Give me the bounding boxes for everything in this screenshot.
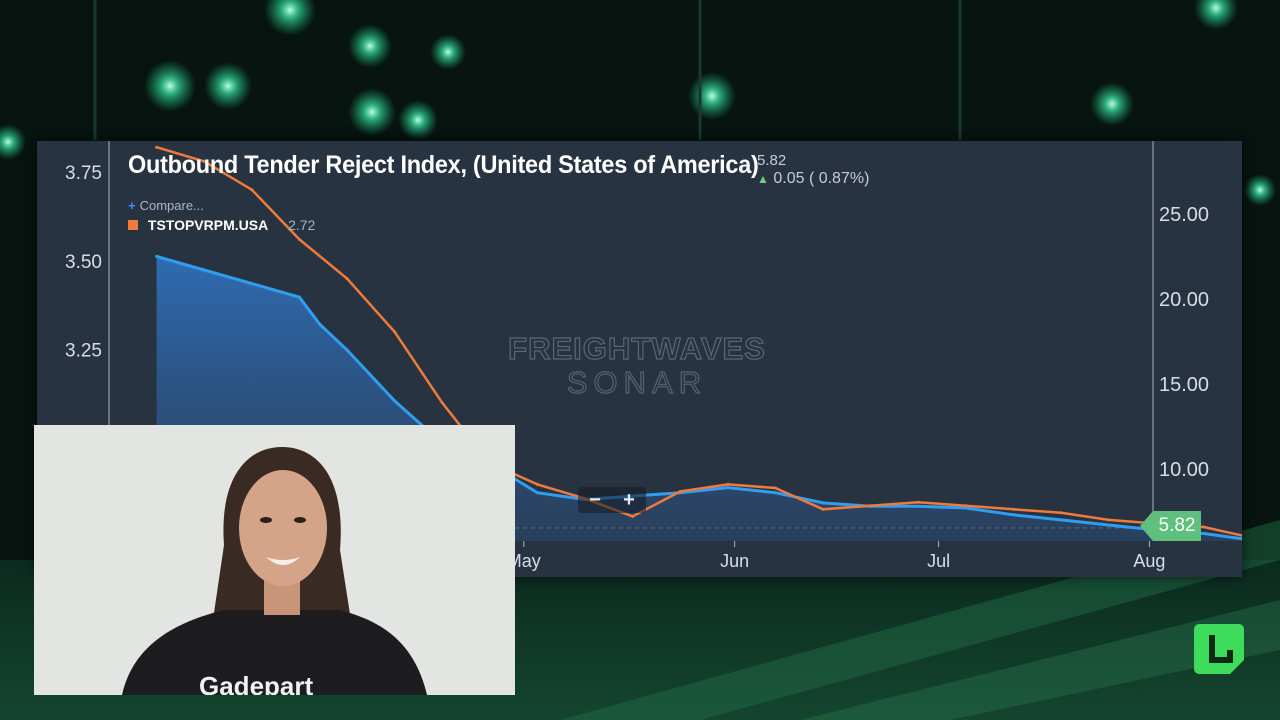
compare-point: [155, 145, 159, 149]
otri-point: [1059, 518, 1063, 522]
compare-label: Compare...: [139, 198, 204, 213]
y-right-tick-label: 25.00: [1159, 204, 1209, 226]
compare-point: [250, 188, 254, 192]
compare-point: [345, 277, 349, 280]
change-row: ▲ 0.05 ( 0.87%): [757, 170, 869, 188]
chart-title: Outbound Tender Reject Index, (United St…: [128, 151, 759, 179]
series-value: 2.72: [288, 217, 316, 233]
plus-icon: +: [128, 198, 136, 213]
webcam-video: Gadepart: [34, 425, 515, 695]
y-left-tick-label: 3.50: [65, 252, 102, 273]
otri-point: [821, 501, 825, 505]
arrow-up-icon: ▲: [757, 172, 769, 186]
compare-point: [678, 490, 682, 493]
presenter-image: Gadepart: [34, 425, 515, 695]
series-legend[interactable]: TSTOPVRPM.USA 2.72: [128, 217, 315, 233]
compare-point: [393, 330, 397, 334]
otri-point: [773, 491, 777, 495]
zoom-out-button[interactable]: −: [589, 489, 601, 511]
compare-line: [156, 146, 1242, 537]
zoom-controls: − +: [578, 487, 646, 513]
otri-point: [726, 486, 730, 490]
zoom-in-button[interactable]: +: [623, 489, 635, 511]
presenter-face: [239, 470, 327, 586]
otri-point: [964, 506, 968, 510]
compare-point: [916, 500, 920, 504]
otri-point: [250, 282, 254, 286]
compare-point: [440, 401, 444, 405]
otri-point: [155, 254, 159, 258]
watermark-line1: FREIGHTWAVES: [508, 331, 766, 366]
otri-point: [202, 268, 206, 272]
compare-point: [821, 507, 825, 511]
change-percent: ( 0.87%): [808, 170, 870, 187]
last-value: 5.82: [757, 152, 787, 169]
compare-point: [1011, 507, 1015, 511]
series-name: TSTOPVRPM.USA: [147, 217, 269, 233]
y-left-tick-label: 3.25: [65, 341, 102, 362]
compare-point: [773, 486, 777, 490]
otri-point: [1107, 523, 1111, 527]
shirt-text: Gadepart: [199, 671, 313, 695]
freightwaves-sonar-watermark: FREIGHTWAVES SONAR: [508, 330, 766, 399]
compare-point: [964, 504, 968, 508]
otri-point: [297, 295, 301, 299]
y-right-tick-label: 20.00: [1159, 289, 1209, 311]
compare-point: [1107, 518, 1111, 522]
compare-button[interactable]: + Compare...: [128, 198, 204, 213]
change-value: 0.05: [773, 170, 805, 187]
compare-point: [1202, 525, 1206, 529]
x-tick-label: Aug: [1133, 551, 1165, 571]
compare-point: [869, 504, 873, 508]
x-tick-label: Jul: [927, 551, 950, 571]
current-value-badge: 5.82: [1140, 511, 1201, 541]
compare-point: [631, 514, 635, 518]
otri-point: [345, 348, 349, 352]
otri-point: [1011, 513, 1015, 517]
otri-point: [916, 504, 920, 508]
compare-point: [202, 159, 206, 163]
otri-point: [318, 322, 322, 326]
x-tick-label: May: [507, 551, 541, 571]
otri-point: [393, 399, 397, 403]
compare-point: [535, 482, 539, 486]
compare-point: [726, 482, 730, 486]
watermark-line2: SONAR: [567, 365, 707, 399]
y-right-tick-label: 10.00: [1159, 459, 1209, 481]
otri-point: [1202, 532, 1206, 535]
y-left-tick-label: 3.75: [65, 163, 102, 184]
freightwaves-logo-icon: [1194, 624, 1244, 674]
x-tick-label: Jun: [720, 551, 749, 571]
compare-point: [1059, 511, 1063, 515]
otri-point: [535, 491, 539, 495]
compare-point: [297, 237, 301, 241]
presenter-shirt: [122, 610, 427, 695]
series-color-swatch: [128, 220, 138, 230]
y-right-tick-label: 15.00: [1159, 374, 1209, 396]
